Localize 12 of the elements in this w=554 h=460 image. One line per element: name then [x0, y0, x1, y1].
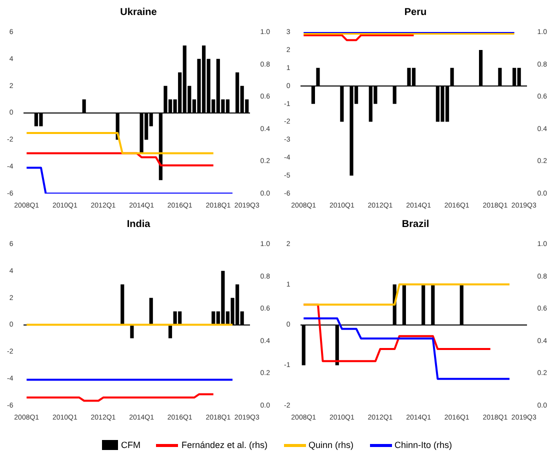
legend-label: Fernández et al. (rhs) — [181, 440, 268, 450]
bar — [168, 324, 172, 338]
chart-title: Peru — [404, 6, 427, 18]
legend-label: Quinn (rhs) — [308, 440, 354, 450]
legend-label: CFM — [120, 440, 140, 450]
legend-label: Chinn-Ito (rhs) — [394, 440, 452, 450]
chart-title: Brazil — [402, 218, 430, 230]
bar — [130, 324, 134, 338]
bar — [149, 298, 153, 325]
chart-title: Ukraine — [120, 6, 158, 18]
chart-title: India — [126, 218, 151, 230]
bar — [120, 284, 124, 325]
